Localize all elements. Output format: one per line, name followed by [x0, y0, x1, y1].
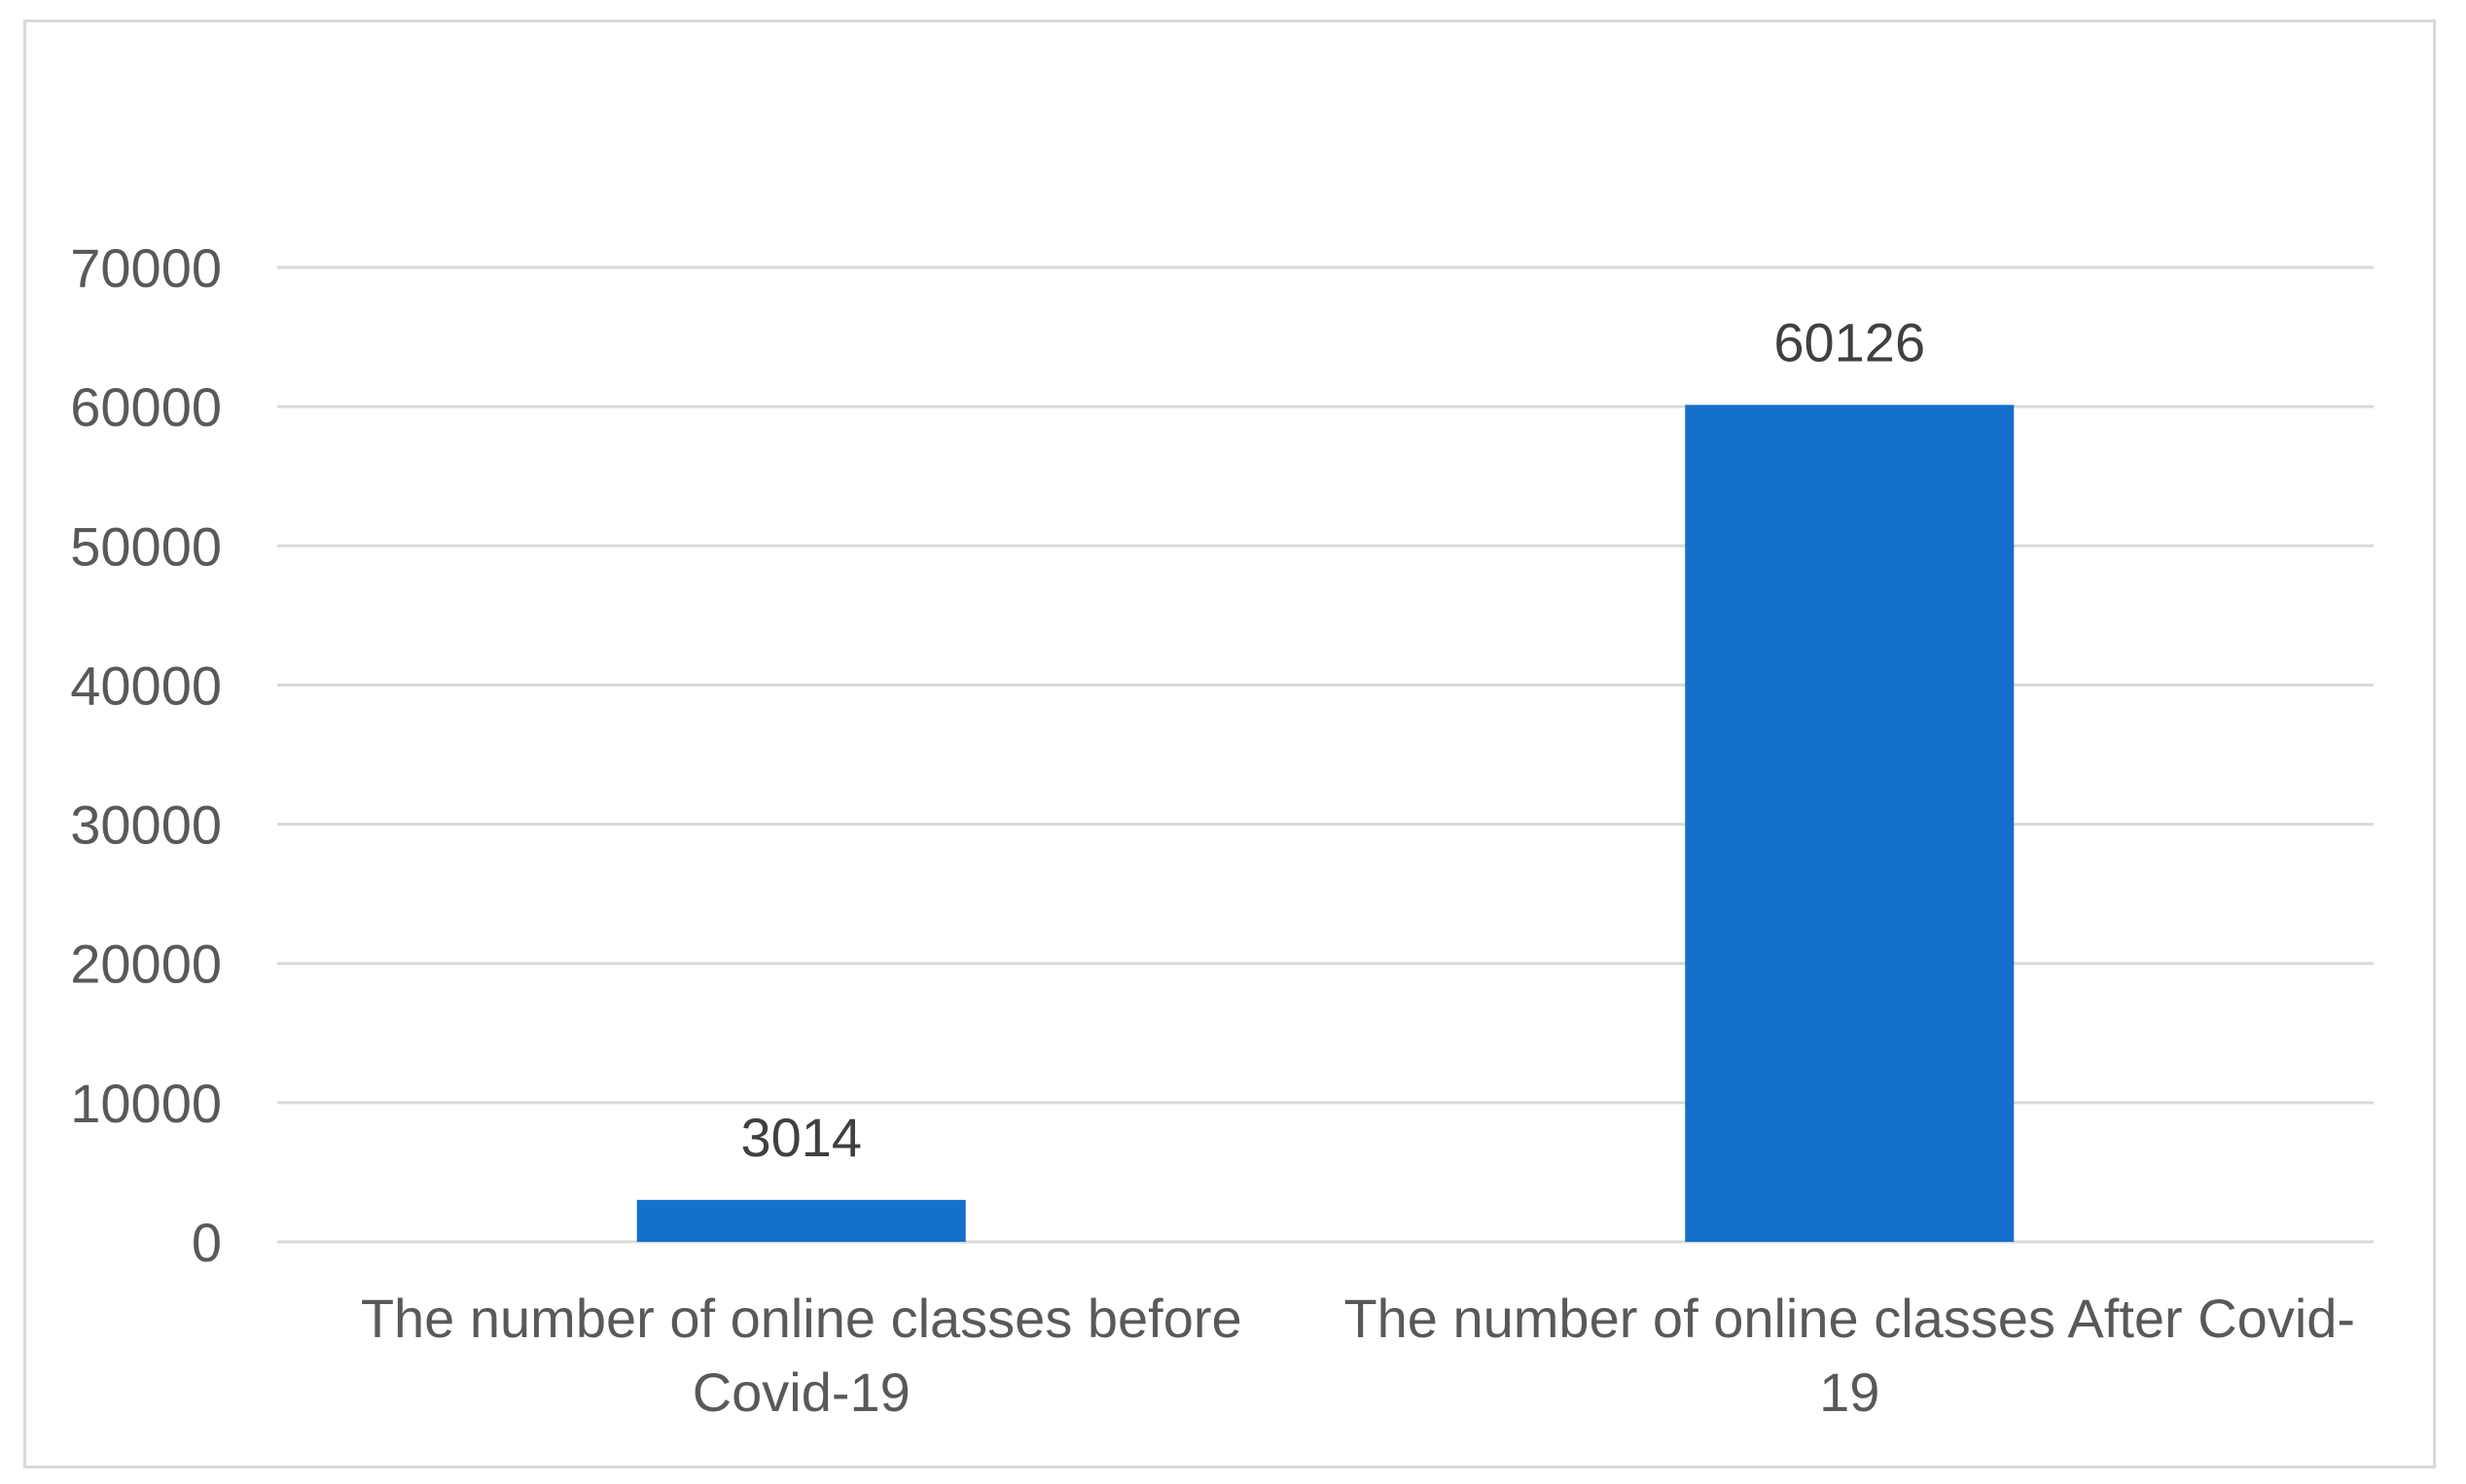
- y-tick-label: 10000: [70, 1073, 222, 1134]
- y-tick-label: 0: [192, 1212, 222, 1273]
- bars: [636, 405, 2015, 1243]
- y-axis-tick-labels: 0 10000 20000 30000 40000 50000 60000 70000: [70, 237, 222, 1273]
- data-label-2: 60126: [1773, 311, 1925, 372]
- data-labels: 3014 60126: [740, 311, 1925, 1168]
- y-tick-label: 20000: [70, 934, 222, 995]
- y-tick-label: 70000: [70, 237, 222, 299]
- category-label-2-line-2: 19: [1819, 1361, 1879, 1423]
- y-tick-label: 30000: [70, 795, 222, 856]
- y-tick-label: 40000: [70, 654, 222, 716]
- gridlines: [277, 265, 2374, 1244]
- bar-1: [636, 1199, 966, 1242]
- category-label-1-line-1: The number of online classes before: [361, 1288, 1242, 1349]
- bar-2: [1685, 405, 2015, 1243]
- y-tick-label: 60000: [70, 376, 222, 438]
- category-label-2-line-1: The number of online classes After Covid…: [1343, 1288, 2355, 1349]
- chart-frame: [23, 19, 2436, 1468]
- x-axis-category-labels: The number of online classes before Covid…: [361, 1288, 2355, 1423]
- data-label-1: 3014: [740, 1107, 862, 1168]
- y-tick-label: 50000: [70, 515, 222, 577]
- category-label-1-line-2: Covid-19: [693, 1361, 911, 1423]
